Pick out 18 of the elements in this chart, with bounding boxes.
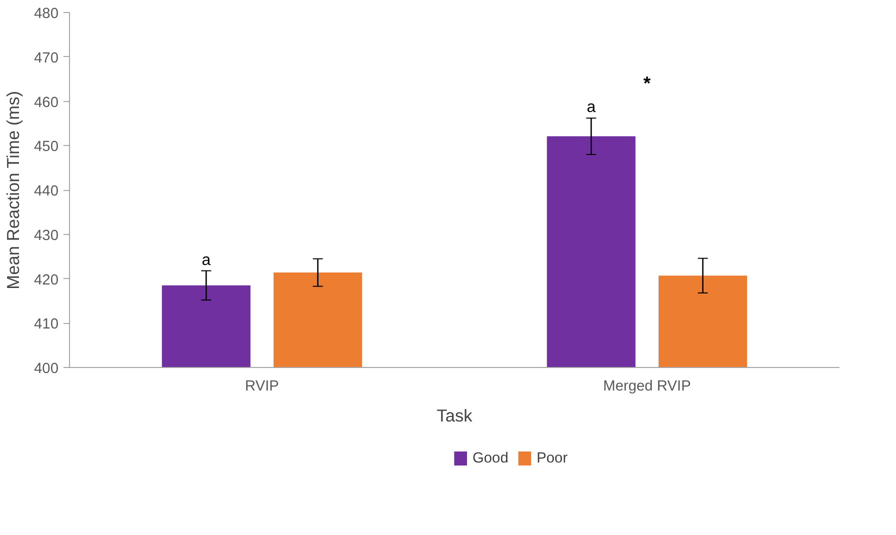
y-tick-label: 440 (34, 184, 59, 200)
legend-label: Poor (536, 450, 568, 466)
x-tick-label: RVIP (245, 378, 279, 394)
y-tick-label: 480 (34, 6, 59, 22)
annotation: a (202, 252, 211, 269)
y-tick-label: 410 (34, 316, 59, 333)
y-tick-label: 450 (34, 139, 59, 156)
x-tick-label: Merged RVIP (603, 378, 691, 394)
annotation: a (586, 99, 596, 116)
y-tick-label: 470 (34, 50, 59, 66)
y-tick-label: 420 (34, 272, 59, 288)
legend-label: Good (472, 450, 508, 466)
y-axis-title: Mean Reaction Time (ms) (3, 90, 24, 290)
y-tick-label: 460 (34, 94, 59, 111)
x-axis-title: Task (436, 406, 473, 426)
y-tick-label: 400 (34, 361, 59, 377)
y-tick-label: 430 (34, 228, 59, 244)
annotation: * (643, 72, 652, 94)
